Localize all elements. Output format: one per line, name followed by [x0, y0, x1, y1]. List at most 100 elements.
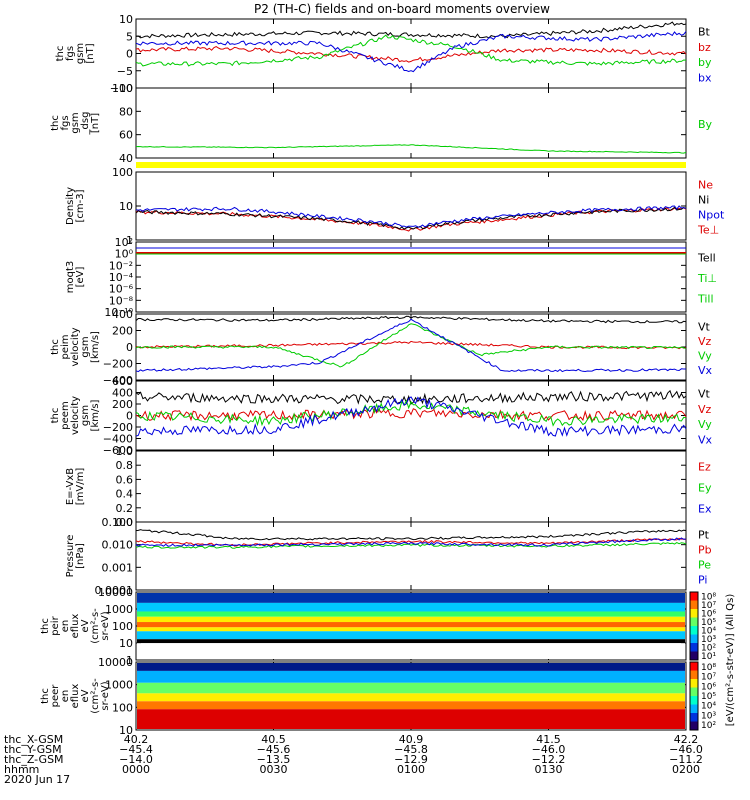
series-line-vz	[135, 340, 687, 350]
y-axis-label-line: [km/s]	[90, 399, 101, 431]
y-tick-label: 10²	[115, 236, 133, 249]
series-line-vz	[135, 407, 687, 422]
colorbar-segment	[690, 696, 698, 705]
y-tick-label: 10	[119, 637, 133, 650]
y-axis-label-line: peim	[60, 334, 71, 359]
panel-frame	[135, 87, 687, 159]
legend-entry: Pb	[698, 544, 712, 557]
heatmap-band	[137, 593, 685, 603]
y-axis-label-line: [eV]	[75, 267, 86, 288]
x-tick-label-y: −46.0	[669, 743, 703, 756]
heatmap-band	[137, 627, 685, 632]
panel-frame	[135, 18, 687, 89]
y-axis-label: thcpeirenefluxeV(cm²-s-sr-eV)	[40, 608, 111, 644]
y-tick-label: 0.4	[116, 488, 134, 501]
x-tick-label-z: −14.0	[119, 753, 153, 766]
heatmap-band	[137, 663, 685, 671]
colorbar-segment	[690, 713, 698, 722]
y-tick-label: 0	[126, 410, 133, 423]
colorbar-tick-label: 10¹	[701, 652, 716, 662]
y-axis-label-line: thc	[50, 115, 61, 131]
x-tick-label-y: −45.8	[394, 743, 428, 756]
heatmap-band	[137, 643, 685, 659]
series-line-vy	[135, 323, 687, 368]
x-tick-label-x: 41.5	[536, 733, 561, 746]
y-tick-label: 10⁻⁶	[109, 283, 134, 296]
y-tick-label: 10000	[98, 656, 133, 669]
series-line-vt	[135, 389, 687, 405]
y-axis-label-line: [nT]	[85, 43, 96, 63]
colorbar-frame	[689, 661, 699, 731]
y-tick-label: 80	[119, 105, 133, 118]
series-line-bt	[135, 21, 687, 39]
y-axis-label-line: fgs	[65, 46, 76, 61]
y-tick-label: 0.001	[102, 561, 134, 574]
legend-entry: Vy	[698, 349, 712, 362]
y-axis-label-line: fgs	[60, 115, 71, 130]
y-tick-label: 100	[112, 620, 133, 633]
panel-frame	[135, 380, 687, 451]
y-axis-label-line: moqt3	[65, 261, 76, 294]
colorbar-segment	[690, 643, 698, 652]
panel-8: 0.100 0.010 0.001 0.0001 Pressure[nPa] Pt Pb Pe…	[65, 516, 712, 597]
y-axis-label-line: _dsg	[80, 112, 91, 136]
y-axis-label-line: eV	[80, 619, 91, 632]
colorbar-segment	[690, 687, 698, 697]
legend-entry: Vz	[698, 335, 712, 348]
heatmap-band	[137, 639, 685, 644]
x-axis-row-label: thc_Y-GSM	[4, 743, 62, 756]
legend-entry: Pt	[698, 529, 710, 542]
panel-frame	[135, 521, 687, 591]
y-tick-label: −200	[103, 358, 133, 371]
legend-entry: Bt	[698, 26, 711, 39]
colorbar-label: [eV/(cm²-s-str-eV)] (All Qs)	[725, 594, 736, 727]
y-tick-label: 200	[112, 325, 133, 338]
y-axis-label-line: [nPa]	[75, 543, 86, 569]
y-axis-label-line: peir	[50, 615, 61, 635]
series-line-ni	[135, 206, 687, 230]
x-tick-label-y: −45.6	[257, 743, 291, 756]
colorbar-tick-label: 10⁶	[701, 682, 716, 692]
x-tick-label-y: −45.4	[119, 743, 153, 756]
colorbar-segment	[690, 679, 698, 688]
y-tick-label: 10⁻⁸	[109, 294, 134, 307]
heatmap-band	[137, 622, 685, 628]
heatmap-band	[137, 670, 685, 683]
legend-entry: Pi	[698, 574, 707, 587]
panel-7: 1.00.80.6 0.40.20.0 E=-VxB[mV/m] Ez Ey Ex	[65, 445, 712, 529]
legend-entry: Ne	[698, 179, 713, 192]
legend-entry: Te⊥	[697, 224, 719, 237]
y-tick-label: 10⁰	[115, 248, 134, 261]
colorbar-segment	[690, 721, 698, 731]
series-line-vy	[135, 399, 687, 427]
colorbar-tick-label: 10⁷	[701, 673, 716, 683]
y-tick-label: 100	[112, 701, 133, 714]
x-tick-label-hhmm: 0200	[672, 763, 700, 776]
y-axis-label-line: E=-VxB	[65, 468, 76, 505]
panel-2: 100 80 60 40 thcfgsgsm_dsg[nT] By	[50, 82, 713, 165]
y-axis-label-line: gsm	[80, 336, 91, 357]
legend-entry: bx	[698, 71, 712, 84]
series-line-bx	[135, 31, 687, 73]
y-axis-label-line: en	[60, 690, 71, 703]
y-axis-label-line: thc	[40, 618, 51, 634]
x-axis-row-label: thc_Z-GSM	[4, 753, 64, 766]
x-tick-label-x: 40.9	[399, 733, 424, 746]
x-tick-label-z: −12.9	[394, 753, 428, 766]
y-tick-label: 10	[119, 724, 133, 737]
legend-entry: Ti⊥	[697, 272, 717, 285]
series-line-npot	[135, 205, 687, 228]
y-tick-label: 10⁻⁴	[109, 271, 134, 284]
y-tick-label: 40	[119, 152, 133, 165]
colorbar-segment	[690, 634, 698, 644]
series-line-by	[135, 34, 687, 67]
panel-10: 10000 1000 100 10 thcpeerenefluxeV(cm²-s-sr-…	[40, 656, 687, 737]
y-tick-label: 0.0001	[95, 584, 134, 597]
colorbar-frame	[689, 591, 699, 661]
x-tick-label-z: −12.2	[532, 753, 566, 766]
y-axis-label-line: eV	[80, 689, 91, 702]
y-axis-label-line: (cm²-s-	[90, 608, 101, 644]
legend-entry: Tell	[697, 251, 716, 264]
colorbar-segment	[690, 704, 698, 714]
y-tick-label: −400	[103, 433, 133, 446]
